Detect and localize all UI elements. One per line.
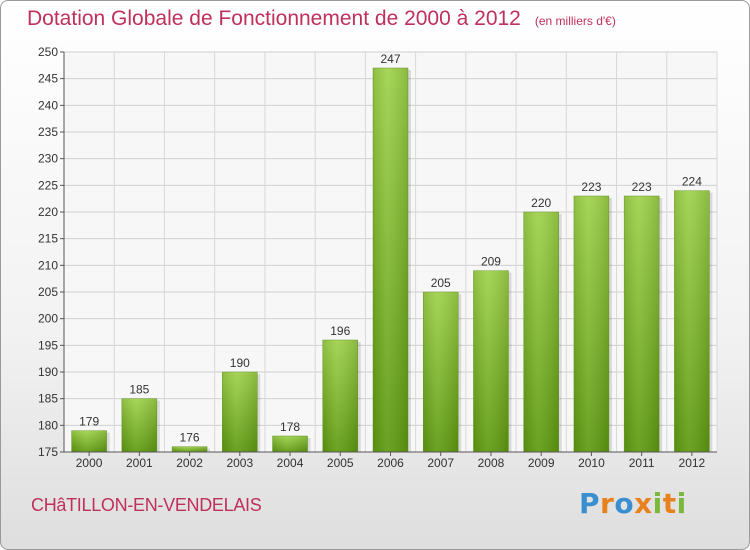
value-label: 220 (531, 196, 551, 210)
value-label: 196 (330, 324, 350, 338)
value-label: 224 (682, 175, 702, 189)
value-label: 178 (280, 420, 300, 434)
y-tick-label: 225 (38, 178, 58, 192)
bar-shade (172, 446, 208, 452)
y-tick-label: 205 (38, 285, 58, 299)
x-tick-label: 2010 (578, 456, 605, 470)
y-tick-label: 185 (38, 392, 58, 406)
bar-shade (624, 196, 660, 452)
bar-shade (573, 196, 609, 452)
chart-title: Dotation Globale de Fonctionnement de 20… (27, 7, 616, 31)
bar-shade (71, 430, 107, 452)
value-label: 223 (632, 180, 652, 194)
chart-title-text: Dotation Globale de Fonctionnement de 20… (27, 7, 521, 30)
value-label: 209 (481, 255, 501, 269)
logo-letter: x (634, 487, 653, 520)
logo-letter: i (676, 487, 687, 520)
logo-letter: o (614, 487, 635, 520)
value-label: 176 (180, 431, 200, 445)
y-tick-label: 195 (38, 338, 58, 352)
y-tick-label: 190 (38, 365, 58, 379)
y-tick-label: 250 (38, 45, 58, 59)
bars (71, 67, 713, 453)
bar-shade (674, 190, 710, 452)
proxiti-logo: Proxiti (579, 487, 687, 520)
logo-letter: r (600, 487, 615, 520)
x-tick-label: 2008 (478, 456, 505, 470)
bar-shade (373, 68, 408, 452)
x-tick-label: 2005 (327, 456, 354, 470)
commune-name: CHâTILLON-EN-VENDELAIS (31, 495, 262, 515)
x-tick-label: 2012 (679, 456, 706, 470)
bar-shade (121, 398, 157, 452)
value-label: 185 (129, 383, 149, 397)
axes: 175 180 185 190 195 200 205 210 215 220 225 230 235 2… (38, 45, 717, 470)
x-tick-label: 2011 (629, 456, 655, 470)
bar-shade (222, 372, 258, 452)
logo-letter: t (662, 487, 677, 520)
value-label: 205 (431, 276, 451, 290)
x-tick-label: 2004 (277, 456, 304, 470)
y-tick-label: 220 (38, 205, 58, 219)
value-label: 247 (380, 52, 400, 66)
x-tick-label: 2003 (226, 456, 253, 470)
x-tick-label: 2009 (528, 456, 555, 470)
x-tick-label: 2002 (176, 456, 203, 470)
y-tick-label: 210 (38, 258, 58, 272)
bar-shade (322, 340, 358, 452)
x-tick-label: 2006 (377, 456, 404, 470)
y-tick-label: 180 (38, 418, 58, 432)
y-tick-label: 200 (38, 312, 58, 326)
value-labels: 179 185 176 190 178 196 247 205 209 220 223 223 224 (79, 52, 702, 445)
y-tick-label: 230 (38, 152, 58, 166)
value-label: 223 (581, 180, 601, 194)
bar-shade (423, 292, 459, 452)
y-tick-label: 240 (38, 98, 58, 112)
chart-subtitle: (en milliers d'€) (534, 14, 616, 28)
value-label: 179 (79, 415, 99, 429)
x-tick-label: 2000 (76, 456, 103, 470)
bar-shade (523, 212, 559, 452)
bar-shade (272, 436, 308, 452)
y-tick-label: 215 (38, 232, 58, 246)
x-tick-label: 2001 (126, 456, 153, 470)
logo-letter: P (579, 487, 601, 520)
x-tick-label: 2007 (427, 456, 454, 470)
y-tick-label: 235 (38, 125, 58, 139)
bar-shade (473, 270, 509, 452)
logo-letter: i (652, 487, 663, 520)
y-tick-label: 175 (38, 445, 58, 459)
value-label: 190 (230, 356, 250, 370)
y-tick-label: 245 (38, 72, 58, 86)
